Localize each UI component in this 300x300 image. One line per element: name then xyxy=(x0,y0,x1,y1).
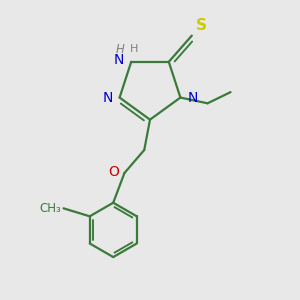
Text: H: H xyxy=(116,43,124,56)
Text: H: H xyxy=(130,44,138,54)
Text: N: N xyxy=(188,91,198,105)
Text: S: S xyxy=(196,18,207,33)
Text: N: N xyxy=(114,53,124,67)
Text: CH₃: CH₃ xyxy=(39,202,61,215)
Text: O: O xyxy=(108,165,119,179)
Text: N: N xyxy=(102,91,112,105)
